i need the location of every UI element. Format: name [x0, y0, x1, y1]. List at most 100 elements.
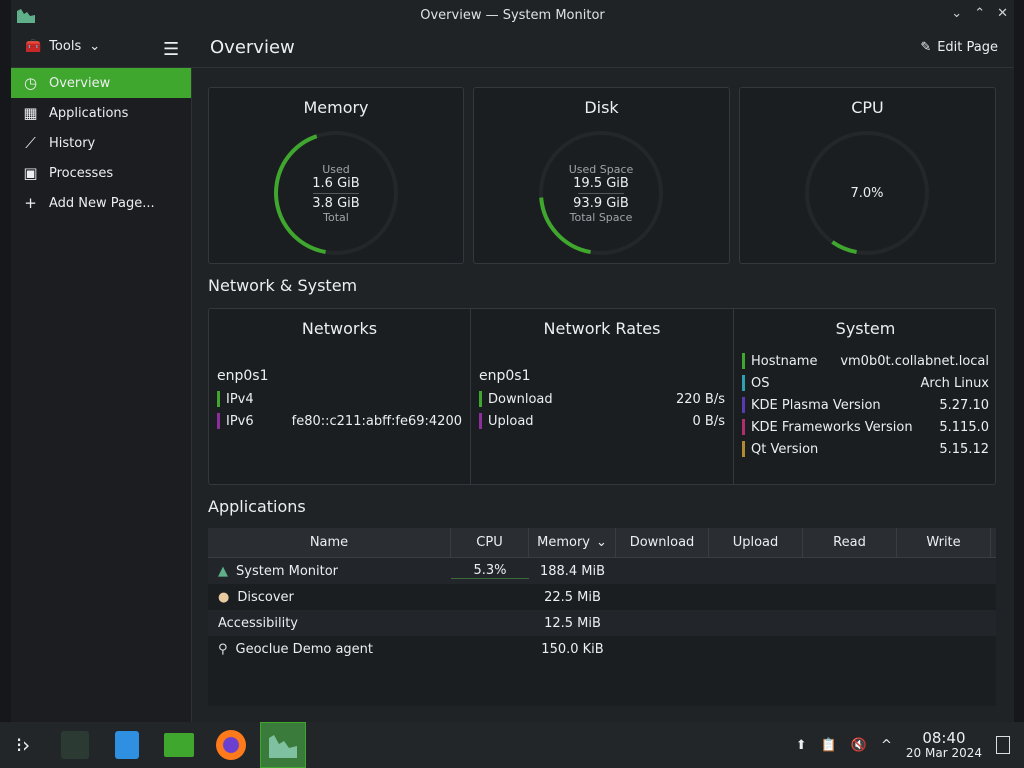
- file-manager-icon[interactable]: [156, 722, 202, 768]
- memory-used: 1.6 GiB: [312, 175, 360, 191]
- plus-icon: +: [24, 194, 37, 212]
- column-header-upload[interactable]: Upload: [709, 528, 803, 557]
- color-indicator: [742, 441, 745, 457]
- row-value: 0 B/s: [692, 413, 725, 429]
- row-value: 5.115.0: [939, 419, 989, 435]
- memory-card: Memory Used 1.6 GiB 3.8 GiB Total: [208, 87, 464, 264]
- column-header-cpu[interactable]: CPU: [451, 528, 529, 557]
- table-row[interactable]: Accessibility 12.5 MiB: [208, 610, 996, 636]
- chart-icon: ⟋: [25, 134, 36, 152]
- app-name: Discover: [237, 589, 294, 605]
- location-icon: ⚲: [218, 641, 228, 657]
- column-header-name[interactable]: Name: [208, 528, 451, 557]
- row-key: OS: [751, 375, 770, 391]
- color-indicator: [742, 353, 745, 369]
- total-label: Total: [323, 210, 349, 224]
- color-indicator: [742, 397, 745, 413]
- row-value: vm0b0t.collabnet.local: [840, 353, 989, 369]
- row-value: Arch Linux: [920, 375, 990, 391]
- sidebar-item-history[interactable]: ⟋ History: [11, 128, 191, 158]
- color-indicator: [742, 375, 745, 391]
- applications-heading: Applications: [208, 497, 306, 516]
- edit-page-button[interactable]: ✎ Edit Page: [920, 40, 998, 55]
- table-row[interactable]: ⚲ Geoclue Demo agent 150.0 KiB: [208, 636, 996, 662]
- titlebar[interactable]: Overview — System Monitor ⌄ ⌃ ✕: [11, 0, 1014, 30]
- disk-total: 93.9 GiB: [573, 195, 629, 211]
- memory-gauge: Used 1.6 GiB 3.8 GiB Total: [271, 128, 401, 258]
- volume-muted-icon[interactable]: 🔇: [850, 737, 868, 753]
- app-memory: 22.5 MiB: [544, 589, 601, 605]
- disk-card: Disk Used Space 19.5 GiB 93.9 GiB Total Spa…: [473, 87, 730, 264]
- toolbox-icon: 🧰: [25, 39, 42, 54]
- close-button[interactable]: ✕: [997, 6, 1008, 21]
- update-icon[interactable]: ⬆: [795, 737, 807, 753]
- column-header-memory[interactable]: Memory ⌄: [529, 528, 616, 557]
- sort-descending-icon: ⌄: [595, 535, 607, 550]
- column-label: Upload: [732, 535, 779, 550]
- sidebar-item-label: Overview: [49, 75, 111, 91]
- table-row[interactable]: ● Discover 22.5 MiB: [208, 584, 996, 610]
- row-key: IPv4: [226, 391, 254, 407]
- networks-iface: enp0s1: [217, 368, 269, 384]
- column-label: Name: [309, 535, 349, 550]
- info-row: IPv6 fe80::c211:abff:fe69:4200: [217, 410, 462, 432]
- page-title: Overview: [210, 37, 295, 58]
- color-indicator: [217, 391, 220, 407]
- table-row[interactable]: ▲ System Monitor 5.3% 188.4 MiB: [208, 558, 996, 584]
- gauge-track: [539, 131, 663, 255]
- tools-label: Tools: [49, 39, 82, 54]
- column-header-download[interactable]: Download: [616, 528, 709, 557]
- disk-title: Disk: [584, 98, 619, 117]
- info-row: OS Arch Linux: [742, 372, 989, 394]
- firefox-icon[interactable]: [208, 722, 254, 768]
- sidebar-item-applications[interactable]: ▦ Applications: [11, 98, 191, 128]
- column-header-read[interactable]: Read: [803, 528, 897, 557]
- clock[interactable]: 08:40 20 Mar 2024: [906, 730, 982, 760]
- color-indicator: [217, 413, 220, 429]
- row-value: 220 B/s: [675, 391, 725, 407]
- total-space-label: Total Space: [569, 210, 633, 224]
- system-monitor-taskbar-icon[interactable]: [260, 722, 306, 768]
- gauge-track: [805, 131, 929, 255]
- tray-expand-icon[interactable]: ^: [881, 737, 892, 753]
- column-label: Read: [833, 535, 866, 550]
- gauge-icon: ◷: [23, 74, 38, 92]
- show-desktop-icon[interactable]: [996, 736, 1010, 754]
- minimize-button[interactable]: ⌄: [951, 6, 963, 21]
- sidebar-item-overview[interactable]: ◷ Overview: [11, 68, 191, 98]
- sidebar-item-processes[interactable]: ▣ Processes: [11, 158, 191, 188]
- app-launcher-icon[interactable]: ⁝›: [15, 733, 31, 757]
- row-key: KDE Frameworks Version: [751, 419, 913, 435]
- maximize-button[interactable]: ⌃: [974, 6, 986, 21]
- sidebar-item-add-new-page[interactable]: + Add New Page...: [11, 188, 191, 218]
- rates-iface: enp0s1: [479, 368, 531, 384]
- memory-total: 3.8 GiB: [312, 195, 360, 211]
- cpu-title: CPU: [851, 98, 884, 117]
- sidebar-item-label: Applications: [49, 105, 129, 121]
- row-value: 5.27.10: [939, 397, 989, 413]
- row-key: Download: [488, 391, 553, 407]
- taskbar: ⁝› ⬆ 📋 🔇 ^ 08:40 20 Mar 2024: [0, 722, 1024, 768]
- window-icon: ▣: [23, 164, 38, 182]
- network-system-heading: Network & System: [208, 276, 358, 295]
- clipboard-icon[interactable]: 📋: [820, 737, 837, 753]
- cpu-card: CPU 7.0%: [739, 87, 996, 264]
- sidebar-item-label: Add New Page...: [49, 195, 155, 211]
- discover-store-icon[interactable]: [104, 722, 150, 768]
- cpu-gauge: 7.0%: [802, 128, 932, 258]
- tools-menu-button[interactable]: 🧰 Tools ⌄: [25, 39, 100, 54]
- info-row: IPv4: [217, 388, 462, 410]
- app-memory: 150.0 KiB: [541, 641, 604, 657]
- column-header-write[interactable]: Write: [897, 528, 991, 557]
- memory-title: Memory: [303, 98, 369, 117]
- row-key: Upload: [488, 413, 534, 429]
- color-indicator: [479, 413, 482, 429]
- used-label: Used: [322, 162, 350, 176]
- column-label: Download: [629, 535, 695, 550]
- system-settings-icon[interactable]: [52, 722, 98, 768]
- networks-title: Networks: [301, 319, 378, 338]
- row-key: Qt Version: [751, 441, 819, 457]
- hamburger-menu-icon[interactable]: ☰: [163, 39, 180, 60]
